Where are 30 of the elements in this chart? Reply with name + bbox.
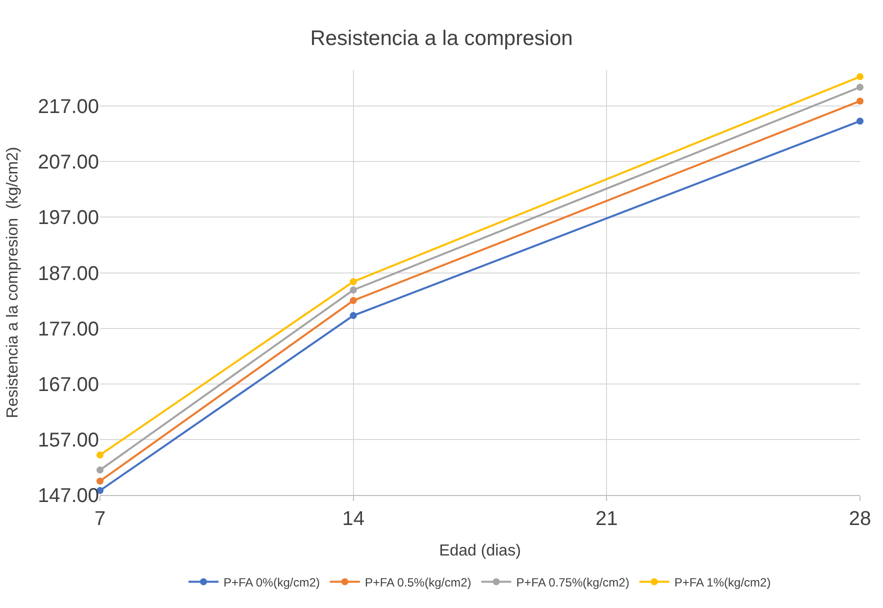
point [350,278,357,286]
point [96,452,104,458]
y-tick-label: 147.00 [38,485,99,507]
x-tick-label: 28 [848,508,872,530]
legend-label: P+FA 0%(kg/cm2) [224,575,320,590]
y-tick-label: 177.00 [38,318,99,340]
point [856,98,864,105]
legend-label: P+FA 0.5%(kg/cm2) [364,575,472,590]
y-tick-label: 187.00 [38,262,99,285]
y-tick-label: 217.00 [38,96,99,118]
point [350,297,357,304]
y-tick-label: 197.00 [38,207,99,230]
y-axis-title: Resistencia a la compresion (kg/cm2) [4,146,22,418]
point [96,466,104,474]
y-tick-label: 157.00 [38,429,99,452]
point [96,478,104,485]
x-tick-label: 7 [94,508,106,530]
point [856,73,864,80]
legend-label: P+FA 1%(kg/cm2) [674,575,771,590]
point [856,84,864,91]
x-axis-title: Edad (dias) [439,542,521,560]
x-tick-label: 21 [596,508,618,530]
point [856,118,864,125]
legend-label: P+FA 0.75%(kg/cm2) [516,575,630,590]
y-tick-label: 207.00 [38,152,99,174]
point [350,286,357,294]
point [350,312,357,320]
chart-title: Resistencia a la compresion [310,27,573,50]
x-tick-label: 14 [342,508,364,530]
y-tick-label: 167.00 [38,374,99,396]
